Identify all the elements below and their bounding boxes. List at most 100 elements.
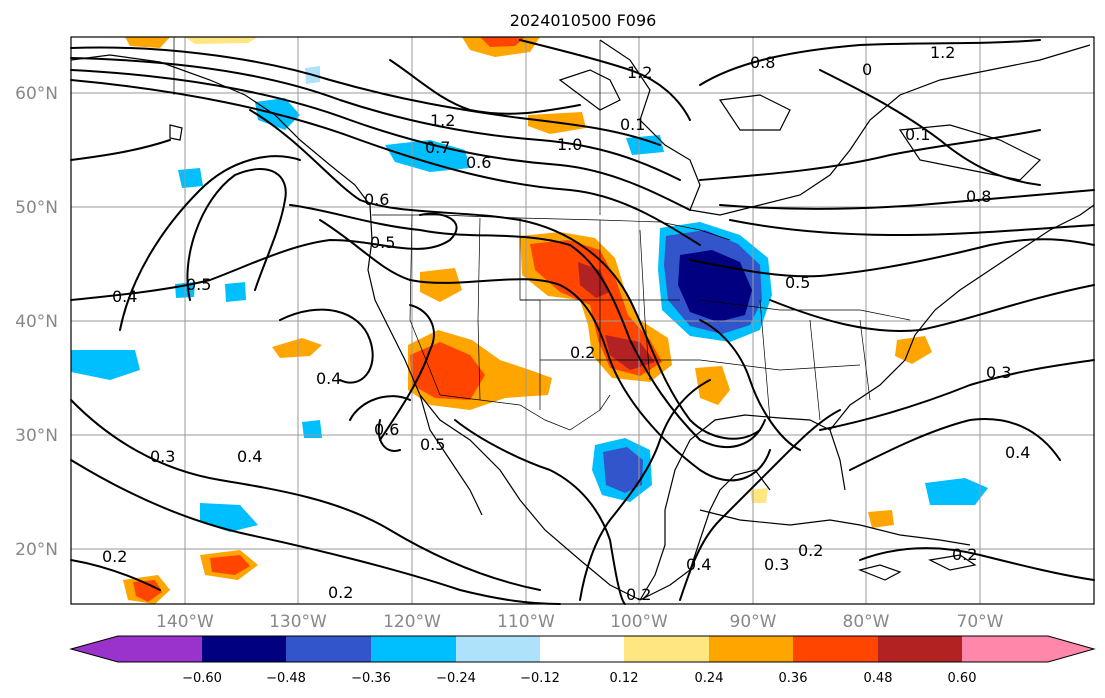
warm-blob-sw-corner-core — [133, 580, 162, 602]
borders — [173, 37, 911, 431]
contour-label-7: 1.0 — [557, 135, 582, 154]
cold-blob-baja — [302, 420, 322, 438]
strong-cold-anomaly-mexico — [603, 447, 643, 493]
colorbar-ticks: −0.60 −0.48 −0.36 −0.24 −0.12 0.12 0.24 … — [182, 671, 976, 686]
colorbar-outline — [69, 635, 1096, 663]
warm-blob-north — [462, 37, 540, 57]
contour-label-16: 0.5 — [420, 435, 445, 454]
contour-label-1: 1.2 — [627, 63, 652, 82]
contour-label-29: 0 — [862, 60, 872, 79]
contour-label-10: 0.4 — [112, 287, 137, 306]
contour-label-6: 0.6 — [466, 153, 491, 172]
colorbar-tick-2: −0.48 — [266, 671, 306, 686]
contour-label-13: 0.5 — [785, 273, 810, 292]
lon-label-80: 80°W — [843, 612, 890, 632]
colorbar-tick-3: −0.36 — [351, 671, 391, 686]
contours — [70, 39, 1095, 605]
warm-blob-north-core — [480, 37, 525, 47]
contour-label-20: 0.4 — [1005, 443, 1030, 462]
contour-label-17: 0.2 — [570, 343, 595, 362]
cold-blob-atlantic — [925, 478, 988, 505]
colorbar-tick-10: 0.60 — [948, 671, 977, 686]
colorbar-segment-8 — [709, 636, 793, 662]
contour-label-19: 0.4 — [237, 447, 262, 466]
contour-label-8: 0.6 — [364, 190, 389, 209]
lat-label-60: 60°N — [15, 84, 58, 104]
cold-blob-pacific-2 — [225, 282, 246, 302]
contour-label-27: 0.3 — [764, 555, 789, 574]
colorbar-segment-7 — [624, 636, 709, 662]
warm-blob-pacific — [272, 338, 322, 358]
colorbar-segment-3 — [286, 636, 371, 662]
colorbar-segment-6 — [540, 636, 624, 662]
contour-label-28: 0.1 — [620, 115, 645, 134]
lon-label-110: 110°W — [497, 612, 555, 632]
colorbar-segment-11 — [962, 636, 1094, 662]
colorbar-segment-4 — [371, 636, 456, 662]
colorbar-segment-1 — [71, 636, 202, 662]
colorbar-segment-9 — [793, 636, 878, 662]
lon-label-120: 120°W — [383, 612, 441, 632]
colorbar: −0.60 −0.48 −0.36 −0.24 −0.12 0.12 0.24 … — [69, 635, 1096, 686]
colorbar-tick-7: 0.24 — [695, 671, 724, 686]
lon-label-130: 130°W — [269, 612, 327, 632]
contour-label-2: 0.8 — [750, 53, 775, 72]
contour-label-18: 0.3 — [150, 447, 175, 466]
colorbar-tick-1: −0.60 — [182, 671, 222, 686]
contour-labels: 1.2 0.8 1.2 1.2 0.7 0.6 1.0 0.6 0.5 0.4 … — [102, 43, 1030, 604]
colorbar-tick-6: 0.12 — [610, 671, 639, 686]
warm-blob-caribbean — [868, 510, 894, 528]
colorbar-tick-9: 0.48 — [864, 671, 893, 686]
warm-blob-nw — [125, 37, 170, 48]
contour-label-11: 0.5 — [186, 275, 211, 294]
warm-blob-nevada — [420, 268, 462, 302]
lon-label-90: 90°W — [730, 612, 777, 632]
warm-blob-south-pacific-core — [210, 555, 250, 575]
lon-label-140: 140°W — [156, 612, 214, 632]
contour-label-22: 0.2 — [102, 547, 127, 566]
colorbar-tick-5: −0.12 — [520, 671, 560, 686]
warm-blob-carolina — [895, 336, 932, 364]
lat-label-50: 50°N — [15, 198, 58, 218]
coastlines — [70, 39, 1095, 601]
contour-label-25: 0.2 — [626, 585, 651, 604]
colorbar-segment-2 — [202, 636, 286, 662]
contour-label-31: 0.2 — [952, 545, 977, 564]
contour-label-3: 1.2 — [930, 43, 955, 62]
contour-label-24: 0.4 — [686, 555, 711, 574]
colorbar-segments — [71, 636, 1094, 662]
lat-label-40: 40°N — [15, 312, 58, 332]
warm-blob-gulf — [695, 366, 730, 405]
contour-label-23: 0.2 — [328, 583, 353, 602]
contour-label-14: 0.4 — [316, 369, 341, 388]
lat-label-30: 30°N — [15, 426, 58, 446]
contour-label-12: 0.8 — [966, 187, 991, 206]
contour-label-21: 0.3 — [986, 363, 1011, 382]
colorbar-tick-8: 0.36 — [779, 671, 808, 686]
colorbar-segment-10 — [878, 636, 962, 662]
colorbar-segment-5 — [456, 636, 540, 662]
plot-frame — [70, 36, 1095, 605]
map-title: 2024010500 F096 — [510, 11, 657, 30]
very-strong-warm-central — [578, 262, 610, 298]
latitude-labels: 60°N 50°N 40°N 30°N 20°N — [15, 84, 58, 560]
contour-label-9: 0.5 — [370, 233, 395, 252]
lon-label-70: 70°W — [957, 612, 1004, 632]
very-strong-warm-central-2 — [605, 335, 655, 370]
lon-label-100: 100°W — [610, 612, 668, 632]
contour-label-26: 0.2 — [798, 541, 823, 560]
strong-warm-anomaly-southwest — [410, 342, 485, 400]
cold-blob-subtropical — [200, 503, 258, 532]
longitude-labels: 140°W 130°W 120°W 110°W 100°W 90°W 80°W … — [156, 612, 1004, 632]
contour-label-5: 0.7 — [425, 138, 450, 157]
contour-label-4: 1.2 — [430, 111, 455, 130]
anomaly-fills — [71, 37, 988, 604]
cold-blob-west-pacific — [71, 350, 140, 380]
warm-blob-nw-2 — [185, 37, 258, 44]
cold-blob-gulf-alaska — [178, 168, 203, 188]
contour-label-30: 0.1 — [905, 125, 930, 144]
lat-label-20: 20°N — [15, 540, 58, 560]
contour-label-15: 0.6 — [374, 420, 399, 439]
cold-blob-hudson — [626, 135, 664, 155]
